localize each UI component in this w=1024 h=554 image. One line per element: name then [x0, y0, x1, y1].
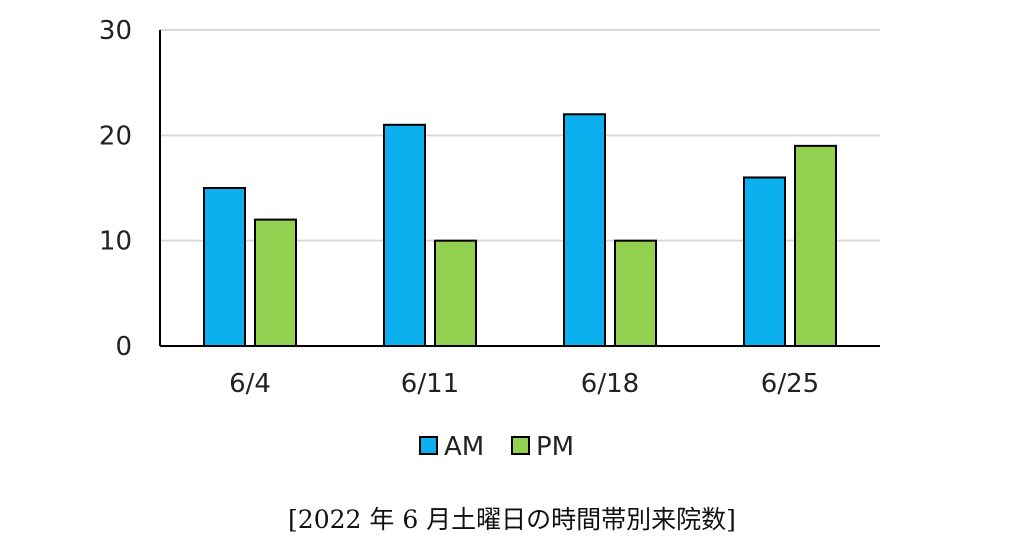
legend-swatch-pm	[511, 436, 530, 455]
bar-pm	[254, 218, 297, 348]
x-tick-label: 6/11	[401, 369, 459, 399]
bars	[203, 113, 837, 348]
y-tick-label: 10	[99, 227, 132, 257]
bar-pm	[794, 144, 837, 347]
bar-pm	[434, 239, 477, 348]
bar-am	[743, 176, 786, 347]
legend: AM PM	[419, 432, 574, 462]
y-tick-label: 0	[115, 332, 132, 362]
x-tick-label: 6/25	[761, 369, 819, 399]
bar-pm	[614, 239, 657, 348]
x-axis-tick-labels: 6/4 6/11 6/18 6/25	[229, 369, 819, 399]
x-tick-label: 6/4	[229, 369, 271, 399]
chart-caption: [2022 年 6 月土曜日の時間帯別来院数]	[288, 505, 736, 534]
legend-label-am: AM	[444, 432, 484, 462]
bar-am	[563, 113, 606, 348]
y-tick-label: 20	[99, 121, 132, 151]
y-axis-tick-labels: 0 10 20 30	[99, 16, 132, 362]
y-tick-label: 30	[99, 16, 132, 46]
bar-am	[383, 123, 426, 347]
bar-am	[203, 187, 246, 347]
x-tick-label: 6/18	[581, 369, 639, 399]
legend-swatch-am	[419, 436, 438, 455]
legend-label-pm: PM	[536, 432, 574, 462]
